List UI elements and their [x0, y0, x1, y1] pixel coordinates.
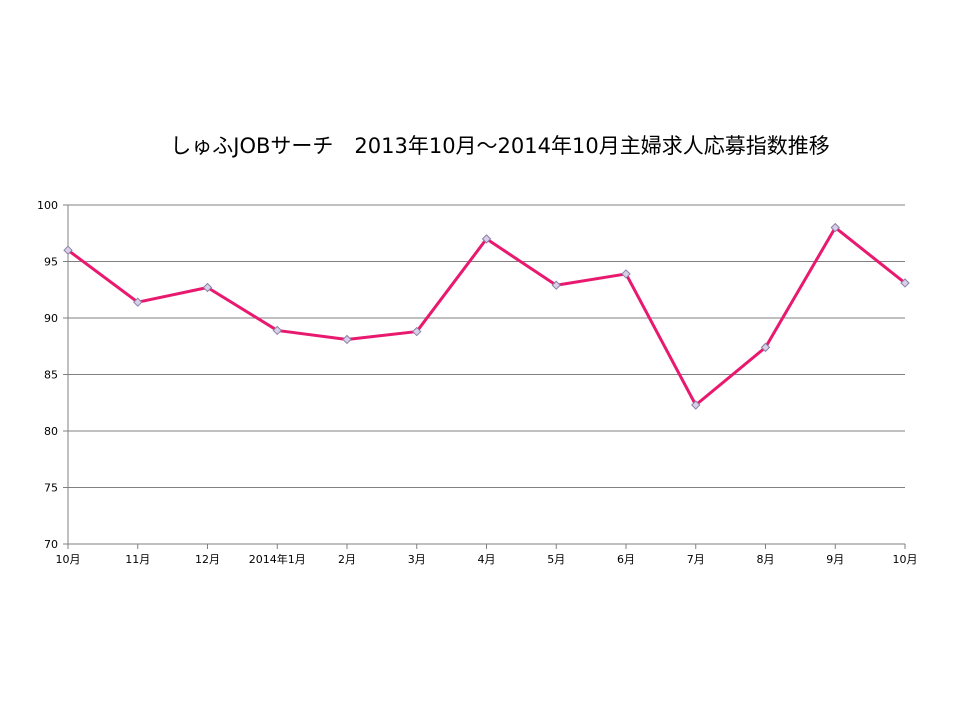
data-point-marker: [272, 325, 282, 336]
x-tick-label: 5月: [547, 553, 565, 566]
x-tick-label: 6月: [617, 553, 635, 566]
x-tick-label: 2014年1月: [249, 552, 306, 566]
x-tick-label: 9月: [826, 553, 844, 566]
y-tick-label: 70: [44, 538, 58, 551]
data-point-marker: [551, 280, 561, 290]
x-tick-label: 8月: [757, 553, 775, 566]
chart-title: しゅふJOBサーチ 2013年10月～2014年10月主婦求人応募指数推移: [170, 134, 830, 158]
x-tick-label: 3月: [408, 553, 426, 566]
x-tick-label: 12月: [195, 553, 220, 566]
data-point-marker: [621, 269, 631, 279]
x-tick-label: 2月: [338, 553, 356, 566]
data-point-marker: [202, 282, 213, 293]
data-point-marker: [342, 334, 352, 345]
series: [67, 226, 906, 407]
x-tick-label: 4月: [478, 553, 496, 566]
y-tick-label: 85: [44, 369, 58, 382]
y-tick-label: 75: [44, 482, 58, 495]
data-point-marker: [760, 342, 771, 353]
data-point-marker: [133, 297, 143, 307]
data-point-marker: [691, 400, 701, 410]
data-point-marker: [830, 222, 840, 233]
series-line: [67, 226, 906, 407]
data-point-marker: [900, 278, 910, 288]
x-tick-label: 7月: [687, 553, 705, 566]
x-tick-labels: 10月 11月 12月 2014年1月 2月 3月 4月 5月 6月 7月 8月 9月 10月: [56, 552, 918, 566]
x-tick-label: 10月: [56, 553, 81, 566]
data-point-marker: [63, 245, 73, 255]
gridlines: [68, 204, 905, 488]
data-point-marker: [481, 234, 492, 244]
x-tick-label: 11月: [125, 553, 150, 566]
y-tick-label: 80: [44, 425, 58, 438]
markers: [63, 222, 910, 410]
x-tick-label: 10月: [893, 553, 918, 566]
axes: [63, 204, 906, 549]
y-tick-label: 100: [37, 199, 58, 212]
y-tick-label: 95: [44, 256, 58, 269]
data-point-marker: [412, 326, 422, 337]
y-tick-labels: 100 95 90 85 80 75 70: [37, 199, 58, 551]
y-tick-label: 90: [44, 312, 58, 325]
